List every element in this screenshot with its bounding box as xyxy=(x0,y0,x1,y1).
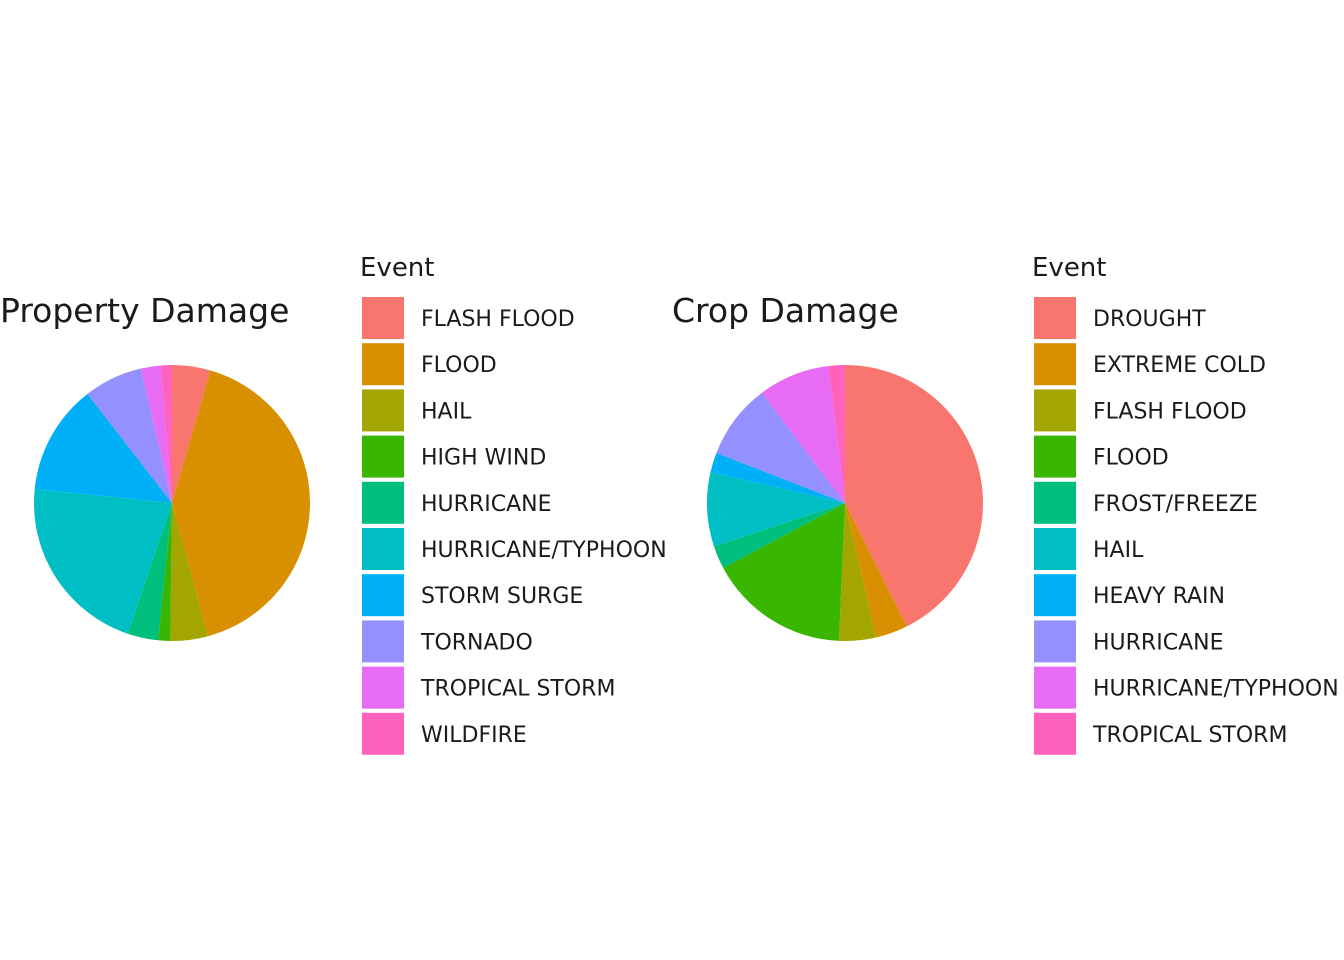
crop-legend-key-frost-freeze xyxy=(1034,481,1076,524)
crop-damage-pie xyxy=(707,365,984,642)
property-pie-slice-tropical-storm xyxy=(141,365,172,503)
crop-legend-label-extreme-cold: EXTREME COLD xyxy=(1093,353,1266,378)
property-pie-slice-storm-surge xyxy=(34,393,173,503)
crop-legend-key-tropical-storm xyxy=(1034,712,1076,755)
crop-pie-slice-extreme-cold xyxy=(845,503,907,638)
crop-pie-slice-flood xyxy=(723,503,845,641)
crop-pie-slice-drought xyxy=(845,365,984,627)
property-legend-key-wildfire xyxy=(362,712,404,755)
property-legend-key-hail xyxy=(362,389,404,432)
crop-legend-key-heavy-rain xyxy=(1034,574,1076,617)
crop-legend-key-flash-flood xyxy=(1034,389,1076,432)
crop-legend-label-flood: FLOOD xyxy=(1093,446,1169,471)
property-pie-slice-hurricane-typhoon xyxy=(34,489,173,634)
crop-legend-key-hail xyxy=(1034,528,1076,570)
property-legend-key-hurricane xyxy=(362,481,404,524)
crop-legend-label-hurricane-typhoon: HURRICANE/TYPHOON xyxy=(1093,677,1339,702)
crop-pie-slice-tropical-storm xyxy=(828,365,845,503)
crop-legend-key-drought xyxy=(1034,297,1076,339)
property-legend-key-flood xyxy=(362,343,404,386)
property-legend-label-high-wind: HIGH WIND xyxy=(421,446,546,471)
crop-legend-label-frost-freeze: FROST/FREEZE xyxy=(1093,492,1258,517)
property-legend-label-storm-surge: STORM SURGE xyxy=(421,584,583,609)
crop-legend-label-tropical-storm: TROPICAL STORM xyxy=(1092,723,1287,748)
crop-legend-label-hail: HAIL xyxy=(1093,538,1144,563)
crop-damage-panel: Crop Damage Event DROUGHT EXTREME COLD FLA… xyxy=(672,253,1339,755)
property-damage-legend-title: Event xyxy=(360,253,434,283)
property-legend-key-hurricane-typhoon xyxy=(362,528,404,570)
property-legend-key-flash-flood xyxy=(362,297,404,339)
crop-legend-key-hurricane xyxy=(1034,620,1076,663)
crop-legend-label-drought: DROUGHT xyxy=(1093,307,1206,332)
property-legend-key-storm-surge xyxy=(362,574,404,617)
property-damage-title: Property Damage xyxy=(0,291,289,330)
crop-pie-slice-flash-flood xyxy=(838,503,876,642)
property-pie-slice-hurricane xyxy=(127,503,172,641)
crop-legend-key-hurricane-typhoon xyxy=(1034,666,1076,709)
property-legend-label-tornado: TORNADO xyxy=(420,630,533,655)
crop-legend-label-flash-flood: FLASH FLOOD xyxy=(1093,399,1247,424)
property-legend-label-wildfire: WILDFIRE xyxy=(421,723,527,748)
crop-legend-key-flood xyxy=(1034,435,1076,478)
property-legend-key-high-wind xyxy=(362,435,404,478)
crop-damage-title: Crop Damage xyxy=(672,291,899,330)
property-damage-legend: FLASH FLOOD FLOOD HAIL HIGH WIND HURRICANE HU… xyxy=(362,297,667,755)
property-legend-key-tropical-storm xyxy=(362,666,404,709)
property-legend-label-flood: FLOOD xyxy=(421,353,497,378)
property-legend-label-hurricane-typhoon: HURRICANE/TYPHOON xyxy=(421,538,667,563)
crop-pie-slice-hail xyxy=(707,472,845,547)
property-pie-slice-flood xyxy=(172,370,310,637)
crop-pie-slice-hurricane-typhoon xyxy=(761,365,845,503)
property-pie-slice-high-wind xyxy=(158,503,172,641)
crop-pie-slice-hurricane xyxy=(716,392,845,503)
property-pie-slice-hail xyxy=(170,503,208,642)
property-legend-label-hurricane: HURRICANE xyxy=(421,492,551,517)
crop-legend-label-heavy-rain: HEAVY RAIN xyxy=(1093,584,1225,609)
crop-damage-legend: DROUGHT EXTREME COLD FLASH FLOOD FLOOD FROST… xyxy=(1034,297,1339,755)
crop-damage-legend-title: Event xyxy=(1032,253,1106,283)
property-legend-key-tornado xyxy=(362,620,404,663)
crop-legend-key-extreme-cold xyxy=(1034,343,1076,386)
property-pie-slice-wildfire xyxy=(160,365,172,503)
property-pie-slice-flash-flood xyxy=(172,365,211,503)
crop-legend-label-hurricane: HURRICANE xyxy=(1093,630,1223,655)
property-damage-pie xyxy=(34,365,310,642)
property-legend-label-tropical-storm: TROPICAL STORM xyxy=(420,677,615,702)
crop-pie-slice-heavy-rain xyxy=(710,453,845,503)
crop-pie-slice-frost-freeze xyxy=(714,503,845,568)
property-legend-label-hail: HAIL xyxy=(421,399,472,424)
property-pie-slice-tornado xyxy=(87,368,172,503)
property-legend-label-flash-flood: FLASH FLOOD xyxy=(421,307,575,332)
property-damage-panel: Property Damage Event FLASH FLOOD FLOOD HA… xyxy=(0,253,667,755)
